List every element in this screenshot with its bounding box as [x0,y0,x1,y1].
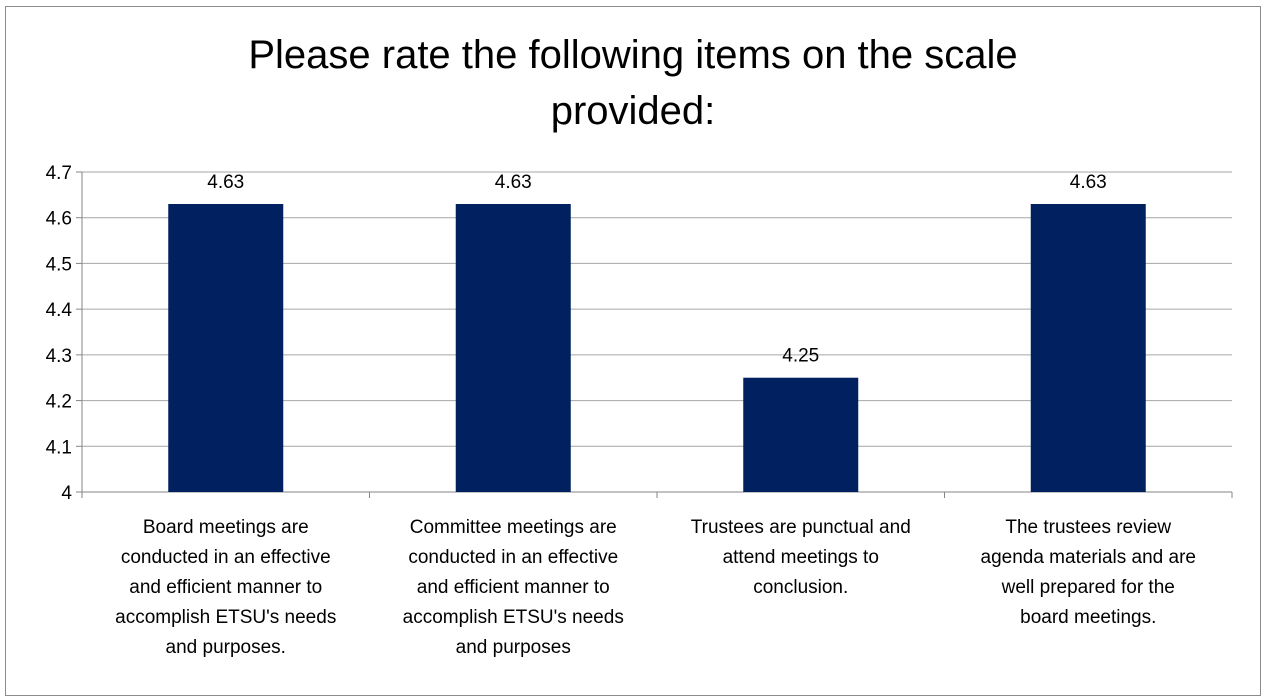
category-labels: Board meetings are conducted in an effect… [115,517,1196,658]
category-label-line: accomplish ETSU's needs [403,607,624,628]
y-tick-label: 4.5 [46,254,72,275]
data-label: 4.63 [495,172,532,193]
bar-chart: Please rate the following items on the s… [46,33,1233,658]
category-label-line: and efficient manner to [417,577,610,598]
bar [1030,204,1146,492]
category-label-line: The trustees review [1005,517,1171,538]
category-label-line: board meetings. [1020,607,1156,628]
category-label-line: and purposes [456,637,571,658]
data-label: 4.63 [207,172,244,193]
category-label-line: and efficient manner to [129,577,322,598]
chart-title-line: provided: [551,89,716,133]
data-label: 4.63 [1070,172,1107,193]
category-label-line: agenda materials and are [981,547,1196,568]
category-label-line: attend meetings to [723,547,879,568]
y-tick-label: 4.7 [46,163,72,184]
category-label-line: Trustees are punctual and [691,517,911,538]
data-labels: 4.63 4.63 4.25 4.63 [207,172,1106,367]
y-tick-label: 4 [61,483,72,504]
bar [455,204,571,492]
data-label: 4.25 [782,346,819,367]
y-tick-label: 4.1 [46,437,72,458]
chart-title: Please rate the following items on the s… [248,33,1017,133]
y-tick-label: 4.4 [46,300,73,321]
category-label-line: well prepared for the [1001,577,1175,598]
y-tick-label: 4.3 [46,346,72,367]
bars [168,204,1146,492]
category-label-line: conducted in an effective [408,547,618,568]
y-tick-label: 4.2 [46,392,72,413]
chart-title-line: Please rate the following items on the s… [248,33,1017,77]
category-label-line: and purposes. [166,637,286,658]
y-tick-label: 4.6 [46,209,72,230]
bar [743,377,859,492]
category-label-line: conclusion. [753,577,848,598]
bar [168,204,284,492]
category-label-line: accomplish ETSU's needs [115,607,336,628]
category-label-line: Board meetings are [143,517,309,538]
category-label-line: Committee meetings are [410,517,617,538]
category-label-line: conducted in an effective [121,547,331,568]
